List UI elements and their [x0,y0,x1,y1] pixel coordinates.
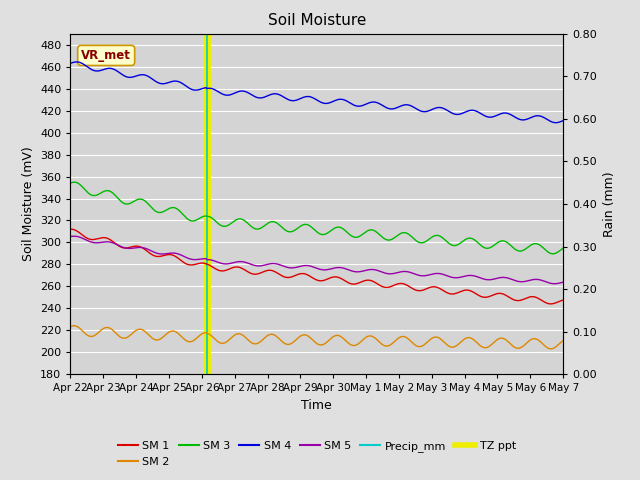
Legend: SM 1, SM 2, SM 3, SM 4, SM 5, Precip_mm, TZ ppt: SM 1, SM 2, SM 3, SM 4, SM 5, Precip_mm,… [113,437,520,471]
Y-axis label: Soil Moisture (mV): Soil Moisture (mV) [22,146,35,262]
X-axis label: Time: Time [301,399,332,412]
Y-axis label: Rain (mm): Rain (mm) [602,171,616,237]
Text: VR_met: VR_met [81,49,131,62]
Title: Soil Moisture: Soil Moisture [268,13,366,28]
